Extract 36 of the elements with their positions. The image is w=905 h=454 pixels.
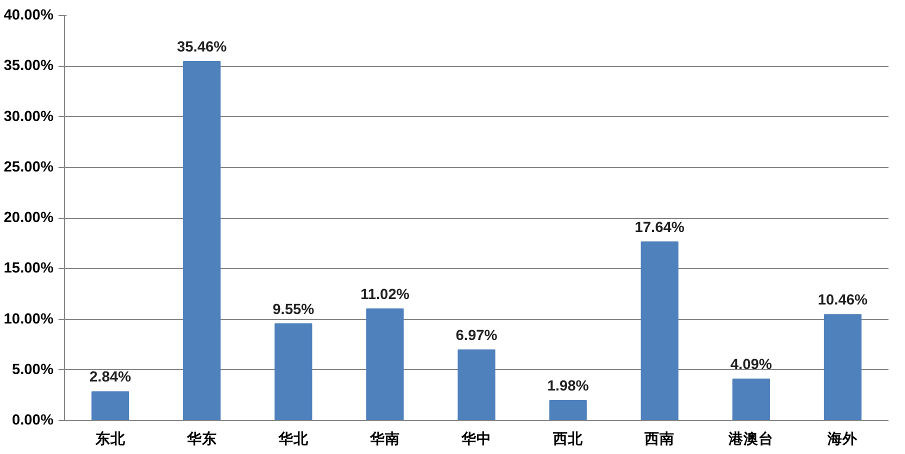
y-tick-label: 25.00% — [4, 159, 54, 176]
x-tick-label: 港澳台 — [728, 430, 774, 448]
data-label: 17.64% — [634, 220, 684, 236]
bar — [732, 378, 770, 420]
x-tick-label: 华中 — [460, 430, 492, 448]
x-tick-label: 华东 — [186, 430, 217, 448]
y-tick-label: 35.00% — [4, 58, 54, 74]
bar — [183, 60, 221, 420]
bar — [274, 323, 312, 420]
x-tick-label: 华南 — [368, 430, 400, 448]
bar — [91, 391, 130, 420]
x-tick-label: 西北 — [552, 430, 584, 448]
x-tick-label: 西南 — [644, 430, 675, 448]
x-tick-label: 东北 — [94, 430, 126, 448]
x-tick-label: 华北 — [277, 430, 310, 448]
x-tick-label: 海外 — [826, 430, 859, 448]
bar — [549, 400, 587, 420]
data-label: 10.46% — [818, 292, 868, 309]
y-tick-label: 10.00% — [4, 311, 54, 328]
bar — [640, 241, 678, 420]
data-label: 1.98% — [547, 378, 589, 394]
bar — [824, 314, 862, 420]
data-label: 11.02% — [360, 286, 410, 303]
y-tick-label: 0.00% — [12, 412, 54, 428]
data-label: 2.84% — [90, 370, 132, 386]
data-label: 4.09% — [730, 357, 772, 374]
y-tick-label: 40.00% — [4, 8, 54, 24]
bar — [458, 349, 496, 420]
data-label: 35.46% — [176, 39, 227, 56]
y-tick-label: 5.00% — [12, 362, 54, 378]
y-tick-label: 20.00% — [4, 210, 54, 226]
bar — [366, 308, 404, 420]
y-tick-label: 15.00% — [4, 260, 54, 277]
data-label: 9.55% — [272, 302, 314, 318]
y-tick-label: 30.00% — [4, 108, 54, 125]
data-label: 6.97% — [456, 328, 498, 344]
